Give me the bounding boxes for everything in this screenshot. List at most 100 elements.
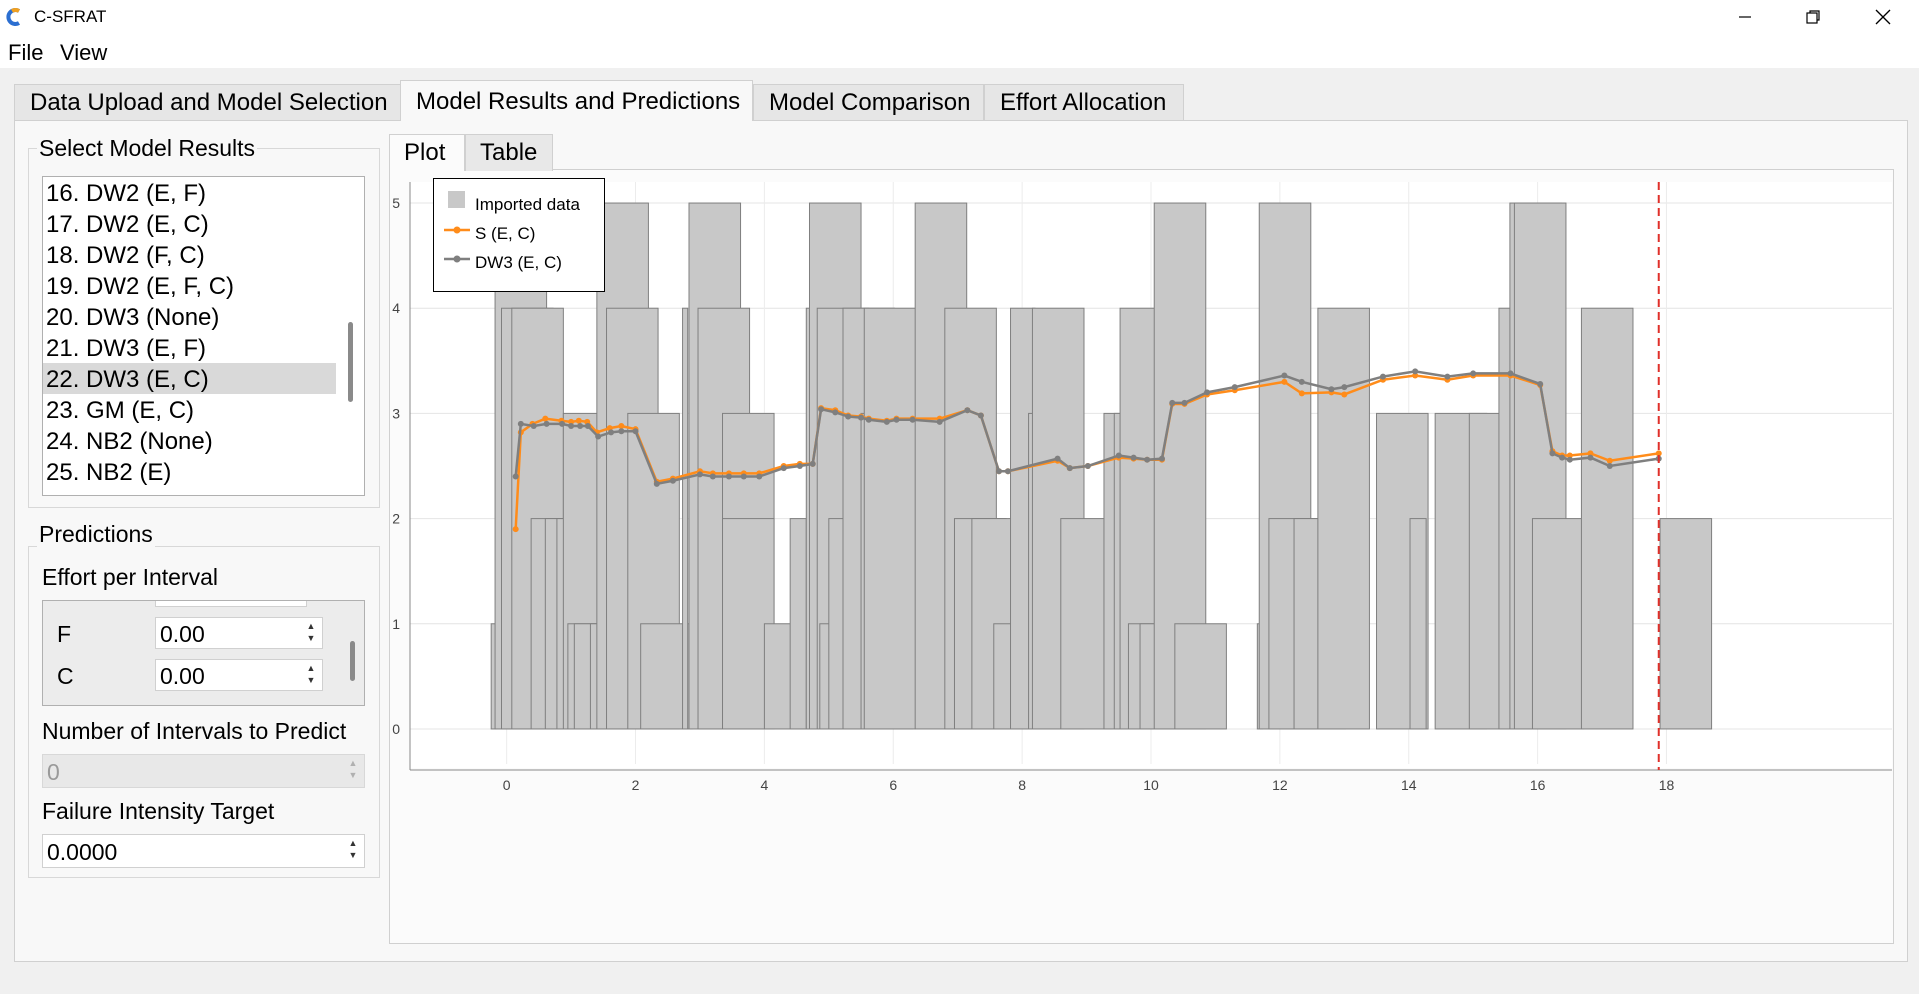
list-item[interactable]: 25. NB2 (E) — [46, 459, 172, 486]
data-point — [575, 417, 582, 424]
effort-scrollbar[interactable] — [350, 641, 355, 681]
data-point — [559, 420, 566, 427]
x-tick-label: 4 — [760, 777, 768, 793]
menu-file[interactable]: File — [8, 40, 44, 65]
x-tick-label: 12 — [1272, 777, 1288, 793]
tab-table[interactable]: Table — [465, 134, 553, 171]
minimize-icon — [1739, 16, 1751, 18]
predictions-title: Predictions — [37, 521, 155, 548]
y-tick-label: 4 — [392, 300, 400, 316]
data-point — [653, 480, 660, 487]
list-scrollbar[interactable] — [348, 322, 353, 402]
spin-arrows-icon[interactable]: ▲ ▼ — [348, 838, 358, 860]
effort-c-spinbox[interactable]: 0.00 ▲ ▼ — [155, 659, 323, 691]
data-point — [1549, 450, 1556, 457]
data-point — [1084, 463, 1091, 469]
failure-intensity-target-label: Failure Intensity Target — [42, 798, 275, 824]
data-point — [1130, 454, 1137, 461]
data-point — [512, 473, 519, 480]
list-item[interactable]: 21. DW3 (E, F) — [46, 335, 207, 362]
data-point — [858, 414, 865, 421]
data-point — [756, 473, 763, 480]
data-point — [669, 477, 676, 484]
data-point — [512, 526, 519, 533]
failure-intensity-target-value: 0.0000 — [47, 839, 118, 865]
data-point — [1298, 390, 1305, 397]
minimize-button[interactable] — [1712, 0, 1778, 34]
data-point — [1328, 386, 1335, 393]
intervals-to-predict-spinbox[interactable]: 0 ▲ ▼ — [42, 754, 365, 788]
restore-icon — [1806, 10, 1820, 24]
data-point — [964, 407, 971, 414]
tab-model-comparison[interactable]: Model Comparison — [753, 84, 984, 120]
x-tick-label: 2 — [632, 777, 640, 793]
list-item[interactable]: 17. DW2 (E, C) — [46, 211, 209, 238]
list-item[interactable]: 24. NB2 (None) — [46, 428, 213, 455]
y-tick-label: 0 — [392, 721, 400, 737]
list-item[interactable]: 16. DW2 (E, F) — [46, 180, 207, 207]
data-point — [1559, 454, 1566, 461]
menu-view[interactable]: View — [60, 40, 108, 65]
data-point — [796, 463, 803, 469]
data-point — [608, 429, 615, 436]
effort-per-interval-label: Effort per Interval — [42, 564, 218, 590]
list-item[interactable]: 18. DW2 (F, C) — [46, 242, 205, 269]
bar — [1174, 623, 1227, 730]
close-button[interactable] — [1850, 0, 1916, 34]
failure-intensity-target-spinbox[interactable]: 0.0000 ▲ ▼ — [42, 834, 365, 868]
tab-data-upload[interactable]: Data Upload and Model Selection — [14, 84, 414, 120]
data-point — [595, 433, 602, 440]
data-point — [1281, 378, 1288, 385]
effort-scroll-area[interactable]: F 0.00 ▲ ▼ C 0.00 ▲ ▼ — [42, 600, 365, 706]
list-item-selected[interactable]: 22. DW3 (E, C) — [46, 366, 209, 393]
data-point — [780, 465, 787, 472]
list-item[interactable]: 20. DW3 (None) — [46, 304, 220, 331]
list-item[interactable]: 19. DW2 (E, F, C) — [46, 273, 235, 300]
x-tick-label: 18 — [1659, 777, 1675, 793]
data-point — [696, 471, 703, 478]
tab-model-results[interactable]: Model Results and Predictions — [400, 80, 753, 121]
window-title: C-SFRAT — [34, 7, 107, 26]
data-point — [1412, 372, 1419, 379]
data-point — [530, 423, 537, 430]
data-point — [936, 418, 943, 425]
bar — [1531, 518, 1585, 730]
data-point — [1606, 457, 1613, 464]
data-point — [1231, 384, 1238, 391]
data-point — [618, 428, 625, 435]
bar — [1580, 307, 1634, 730]
spin-arrows-icon[interactable]: ▲ ▼ — [348, 758, 358, 780]
data-point — [818, 406, 825, 413]
selected-row-highlight — [43, 363, 336, 394]
spin-arrows-icon[interactable]: ▲ ▼ — [306, 663, 316, 685]
data-point — [1606, 463, 1613, 469]
y-tick-label: 3 — [392, 405, 400, 421]
data-point — [1204, 389, 1211, 396]
data-point — [568, 423, 575, 430]
data-point — [1341, 391, 1348, 398]
data-point — [1181, 399, 1188, 406]
data-point — [845, 413, 852, 420]
tab-effort-allocation[interactable]: Effort Allocation — [984, 84, 1184, 120]
x-tick-label: 14 — [1401, 777, 1417, 793]
bar — [789, 518, 807, 730]
list-item[interactable]: 23. GM (E, C) — [46, 397, 195, 424]
effort-f-label: F — [57, 621, 72, 647]
effort-f-spinbox[interactable]: 0.00 ▲ ▼ — [155, 617, 323, 649]
bar — [1317, 307, 1370, 730]
model-results-list[interactable] — [42, 176, 365, 496]
x-tick-label: 10 — [1143, 777, 1159, 793]
data-point — [1412, 368, 1419, 375]
data-point — [883, 418, 890, 425]
data-point — [1281, 372, 1288, 379]
tab-plot[interactable]: Plot — [389, 134, 465, 171]
data-point — [568, 418, 575, 425]
restore-button[interactable] — [1780, 0, 1846, 34]
spin-arrows-icon[interactable]: ▲ ▼ — [306, 621, 316, 643]
y-tick-label: 5 — [392, 195, 400, 211]
data-point — [865, 416, 872, 423]
legend-swatch-bars — [448, 191, 465, 208]
data-point — [1566, 456, 1573, 463]
data-point — [1298, 378, 1305, 385]
